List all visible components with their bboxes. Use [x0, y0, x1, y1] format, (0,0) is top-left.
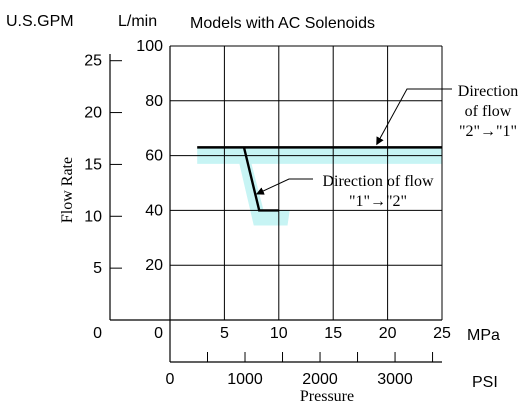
y-axis-label: Flow Rate [59, 157, 76, 223]
x-axis-label: Pressure [300, 388, 354, 405]
y-tick-label: 20 [145, 257, 163, 274]
x-secondary-tick-label: 0 [166, 371, 175, 388]
annotation-1to2-line: Direction of flow [322, 173, 434, 190]
annotation-2to1-arrow [376, 88, 452, 146]
y-secondary-origin-label: 0 [93, 325, 102, 342]
y-secondary-tick-label: 5 [93, 260, 102, 277]
annotation-2to1-line: Direction [458, 83, 518, 100]
x-secondary-tick-label: 3000 [377, 371, 413, 388]
y-secondary-tick-label: 20 [84, 105, 102, 122]
x-secondary-tick-label: 1000 [227, 371, 263, 388]
y-tick-label: 100 [136, 38, 163, 55]
x-tick-label: 25 [433, 325, 451, 342]
grid [170, 45, 443, 320]
y-tick-label: 40 [145, 202, 163, 219]
y-unit-primary: L/min [118, 13, 157, 30]
x-tick-label: 5 [220, 325, 229, 342]
y-unit-secondary: U.S.GPM [6, 13, 74, 30]
annotation-1to2-arrow [255, 178, 313, 195]
axes [109, 46, 442, 363]
annotation-1to2-line: "1"→"2" [349, 193, 407, 210]
origin-label: 0 [154, 325, 163, 342]
y-tick-label: 60 [145, 148, 163, 165]
annotation-2to1-line: of flow [465, 103, 512, 120]
series [197, 146, 442, 212]
x-tick-label: 15 [324, 325, 342, 342]
x-secondary-tick-label: 2000 [302, 371, 338, 388]
chart-title: Models with AC Solenoids [190, 15, 375, 32]
x-tick-label: 20 [379, 325, 397, 342]
x-tick-label: 10 [270, 325, 288, 342]
x-unit-primary: MPa [467, 327, 500, 344]
y-secondary-tick-label: 15 [84, 156, 102, 173]
y-secondary-tick-label: 25 [84, 53, 102, 70]
y-tick-label: 80 [145, 93, 163, 110]
annotations: Direction of flow "2"→"1" Direction of flow… [255, 83, 518, 210]
x-unit-secondary: PSI [472, 374, 498, 391]
annotation-2to1-line: "2"→"1" [459, 123, 517, 140]
y-secondary-tick-label: 10 [84, 208, 102, 225]
series-line-2 [242, 147, 279, 212]
